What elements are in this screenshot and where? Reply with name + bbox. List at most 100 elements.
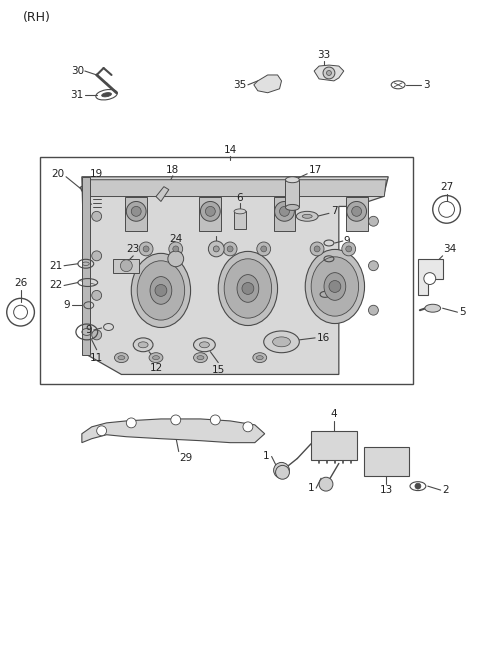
Text: 3: 3 [423,80,430,90]
Polygon shape [82,177,388,375]
Circle shape [424,272,436,284]
Ellipse shape [324,272,346,301]
Circle shape [92,212,102,221]
Circle shape [201,202,220,221]
Polygon shape [254,75,281,93]
Text: 22: 22 [49,280,62,290]
Text: 16: 16 [317,333,330,343]
Ellipse shape [118,356,125,360]
Ellipse shape [311,257,359,316]
Text: 12: 12 [149,362,163,373]
Circle shape [261,246,267,252]
Circle shape [274,462,289,478]
Ellipse shape [200,342,209,348]
Text: 33: 33 [317,50,331,60]
Circle shape [205,206,216,216]
Polygon shape [82,177,90,354]
Ellipse shape [305,250,364,324]
Circle shape [155,284,167,296]
Polygon shape [314,65,344,81]
Circle shape [126,418,136,428]
Circle shape [92,330,102,340]
Text: 34: 34 [443,244,456,254]
Circle shape [279,206,289,216]
Circle shape [173,246,179,252]
Circle shape [369,305,378,315]
Circle shape [326,71,331,75]
Circle shape [276,466,289,479]
Circle shape [242,282,254,294]
Circle shape [314,246,320,252]
Ellipse shape [138,342,148,348]
Circle shape [92,290,102,301]
Circle shape [310,242,324,256]
Text: 30: 30 [71,66,84,76]
Circle shape [143,246,149,252]
Circle shape [223,242,237,256]
Polygon shape [82,419,264,443]
Text: (RH): (RH) [23,11,50,24]
Bar [234,212,246,229]
Text: 13: 13 [380,485,393,495]
Text: 27: 27 [440,181,453,192]
Circle shape [139,242,153,256]
Polygon shape [113,259,139,272]
Ellipse shape [286,204,300,210]
Circle shape [213,246,219,252]
Circle shape [208,241,224,257]
Circle shape [329,280,341,292]
Circle shape [342,242,356,256]
Ellipse shape [273,337,290,346]
Ellipse shape [286,177,300,183]
Ellipse shape [133,338,153,352]
Ellipse shape [193,338,216,352]
Circle shape [369,261,378,271]
Text: 9: 9 [344,293,350,303]
Text: 19: 19 [90,169,103,179]
Text: 1: 1 [308,483,314,493]
Polygon shape [156,187,169,202]
Circle shape [126,202,146,221]
Ellipse shape [131,253,191,328]
Ellipse shape [264,331,300,352]
Text: 35: 35 [233,80,246,90]
Ellipse shape [234,209,246,214]
Text: 9: 9 [344,253,350,264]
Text: 9: 9 [85,325,92,335]
Circle shape [168,251,184,267]
Ellipse shape [253,352,267,363]
Text: 5: 5 [459,307,466,317]
Circle shape [319,477,333,491]
Text: 17: 17 [309,165,323,175]
Ellipse shape [218,252,277,326]
Ellipse shape [296,212,318,221]
Polygon shape [200,196,221,231]
Circle shape [96,426,107,436]
Ellipse shape [137,261,185,320]
Ellipse shape [149,352,163,363]
Ellipse shape [425,305,441,312]
Circle shape [210,415,220,425]
Circle shape [346,246,352,252]
Circle shape [257,242,271,256]
Circle shape [120,260,132,272]
Bar [286,179,300,208]
Circle shape [369,216,378,226]
Text: 18: 18 [166,165,180,175]
Circle shape [352,206,361,216]
Ellipse shape [114,352,128,363]
Ellipse shape [102,92,111,97]
Ellipse shape [302,214,312,218]
Ellipse shape [197,356,204,360]
Text: 2: 2 [443,485,449,495]
Polygon shape [85,179,386,196]
Ellipse shape [150,276,172,305]
Text: 7: 7 [331,206,337,216]
Circle shape [131,206,141,216]
Polygon shape [418,259,443,295]
Text: 31: 31 [71,90,84,100]
Polygon shape [346,196,368,231]
Bar [363,447,409,476]
Circle shape [92,251,102,261]
Text: 14: 14 [224,145,237,155]
